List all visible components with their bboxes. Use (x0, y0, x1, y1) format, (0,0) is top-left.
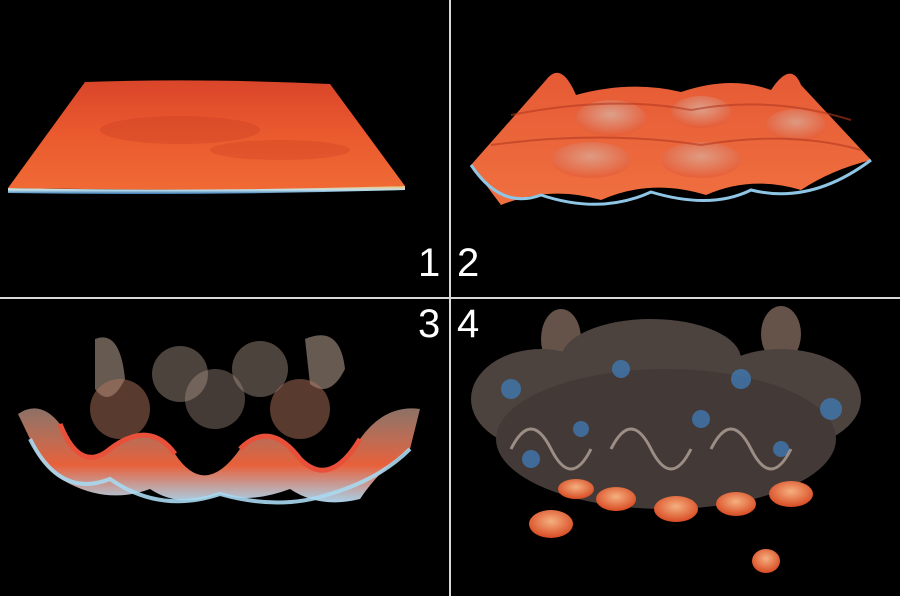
sheet-surface (8, 80, 405, 190)
panel-label-1: 1 (418, 241, 441, 285)
curling-sheet-illustration (18, 335, 420, 505)
panel-label-4: 4 (457, 302, 480, 346)
panel-4-turbulent-mixing (451, 299, 900, 596)
flat-sheet-illustration (8, 80, 405, 194)
sheet-edge (8, 186, 405, 194)
panel-2-wavy-sheet (451, 0, 900, 297)
horizontal-divider (0, 297, 900, 299)
panel-label-2: 2 (457, 241, 480, 285)
panel-1-flat-sheet (0, 0, 449, 297)
wavy-sheet-illustration (469, 72, 872, 206)
turbulent-mixing-illustration (471, 306, 861, 573)
panel-label-3: 3 (418, 302, 441, 346)
wavy-surface (471, 72, 871, 206)
curling-surface (18, 408, 420, 503)
panel-3-curling-sheet (0, 299, 449, 596)
